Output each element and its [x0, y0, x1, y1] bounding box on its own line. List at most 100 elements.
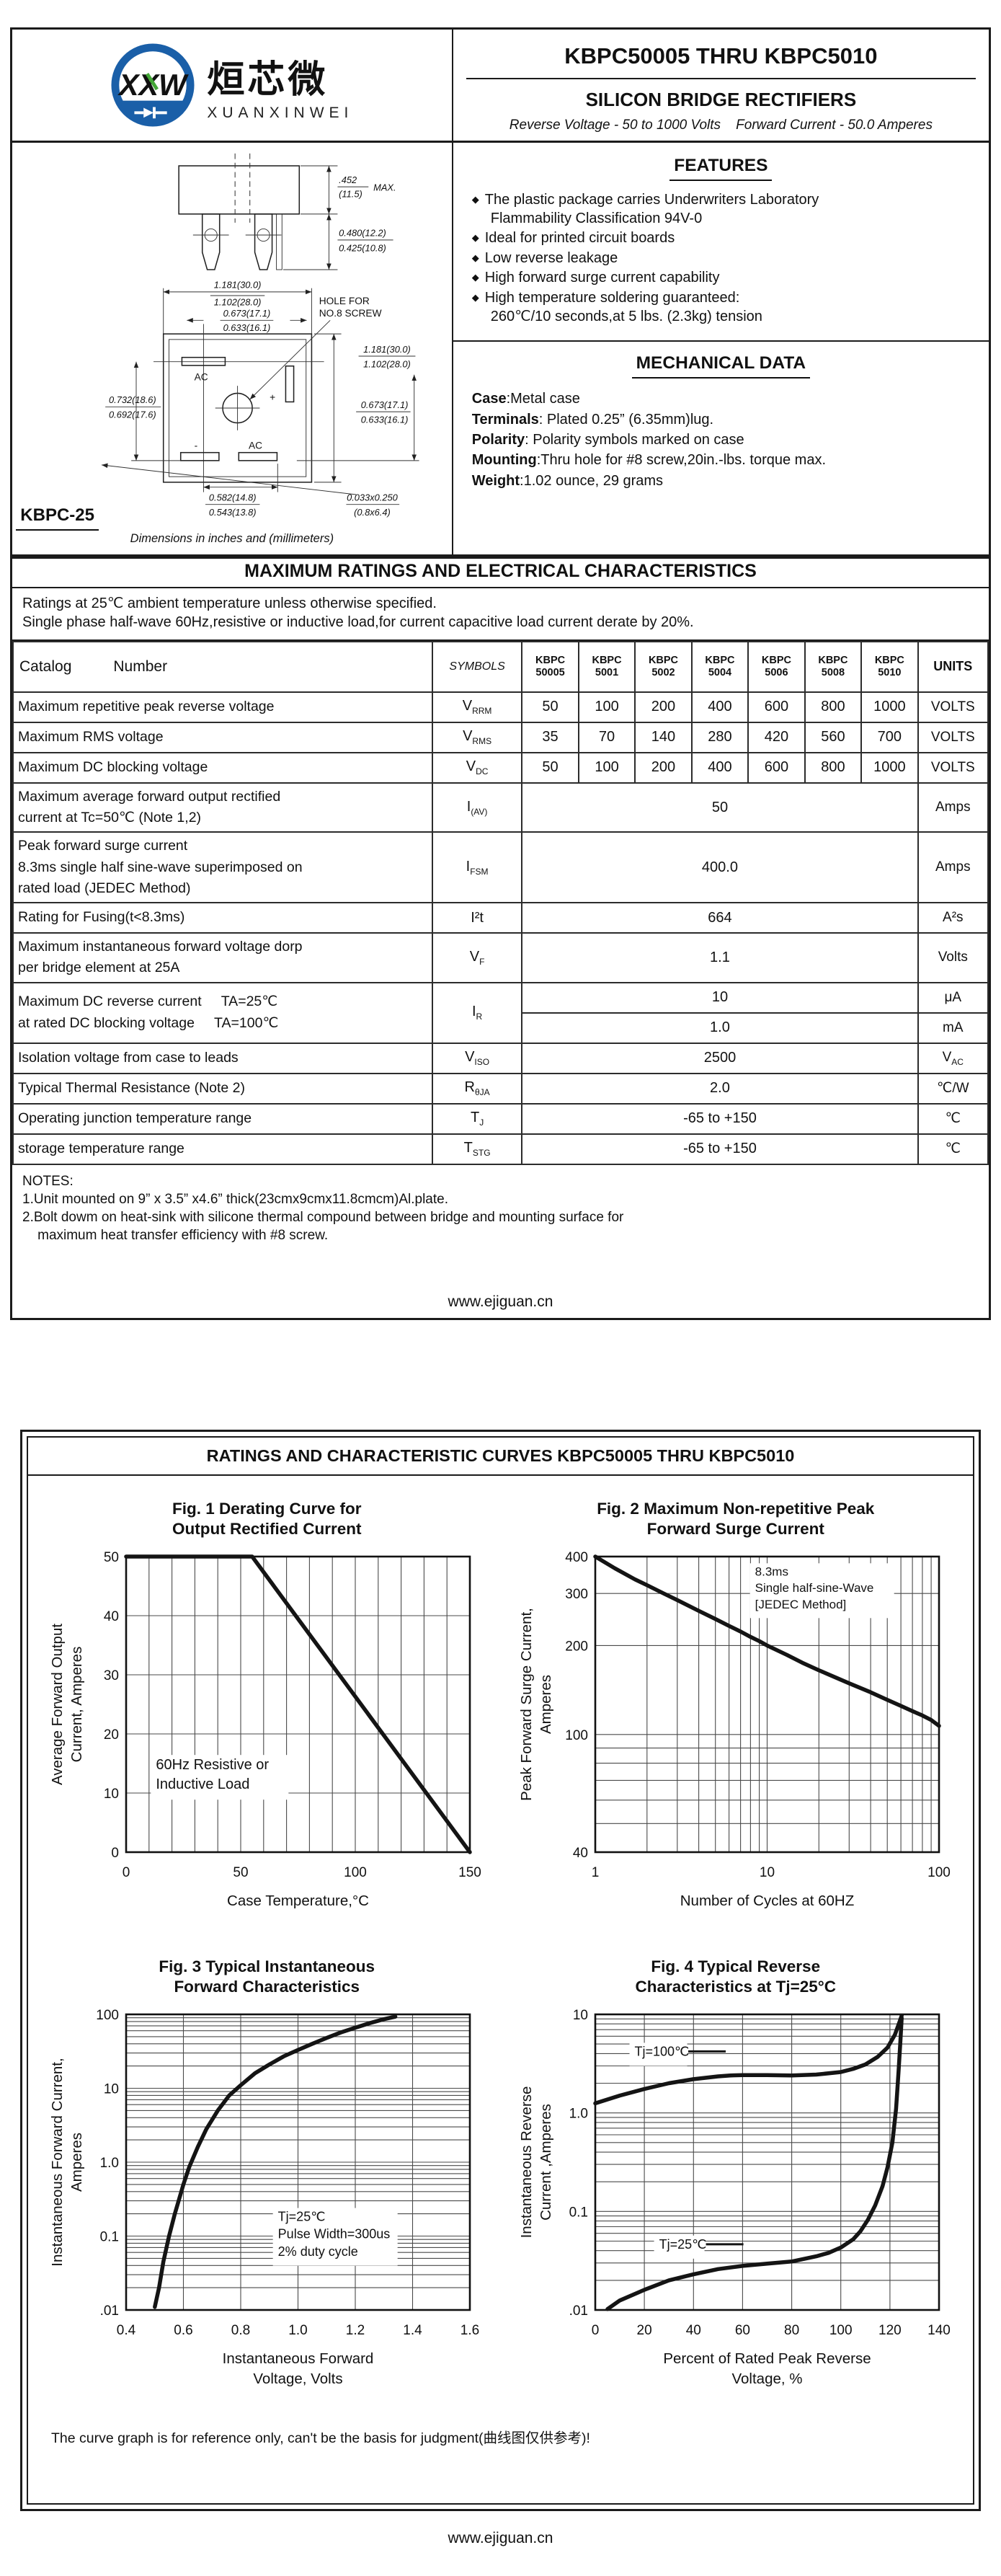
svg-text:8.3ms: 8.3ms	[755, 1564, 788, 1578]
mechanical-heading: MECHANICAL DATA	[631, 353, 811, 379]
mechanical-data-section: MECHANICAL DATA Case:Metal case Terminals…	[453, 342, 989, 500]
svg-text:300: 300	[565, 1587, 588, 1602]
mechanical-row: Case:Metal case	[471, 391, 580, 407]
svg-text:40: 40	[104, 1609, 119, 1624]
ratings-conditions: Ratings at 25℃ ambient temperature unles…	[12, 588, 989, 641]
upper-columns: KBPC-25	[12, 143, 989, 556]
terminal-minus-label: -	[195, 441, 198, 451]
dim-bot2-top: 0.033x0.250	[347, 492, 399, 503]
svg-text:50: 50	[233, 1865, 249, 1880]
package-outline-drawing: .452 (11.5) MAX. 0.480(12.2) 0.425(10.8)…	[102, 153, 420, 518]
fig2-title: Fig. 2 Maximum Non-repetitive Peak Forwa…	[597, 1499, 875, 1538]
part-column-header: KBPC 5001	[577, 640, 636, 693]
diamond-bullet-icon: ◆	[471, 252, 479, 263]
table-row: 1.0 mA	[13, 1012, 989, 1044]
svg-text:.01: .01	[569, 2303, 587, 2319]
svg-text:0: 0	[591, 2323, 599, 2338]
package-drawing-section: KBPC-25	[12, 143, 453, 554]
svg-text:Instantaneous Forward Current,: Instantaneous Forward Current, Amperes	[49, 2058, 85, 2266]
notes-section: NOTES: 1.Unit mounted on 9” x 3.5” x4.6” …	[12, 1165, 989, 1247]
svg-text:1.0: 1.0	[569, 2107, 587, 2122]
note-line: maximum heat transfer efficiency with #8…	[22, 1227, 329, 1243]
terminal-plus-label: +	[270, 392, 276, 403]
right-column: FEATURES ◆ The plastic package carries Un…	[453, 143, 989, 554]
company-logo-icon: XXW	[111, 43, 195, 127]
svg-text:Single half-sine-Wave: Single half-sine-Wave	[755, 1581, 873, 1595]
svg-text:Tj=25℃: Tj=25℃	[278, 2209, 326, 2223]
dim-height-max: MAX.	[374, 182, 396, 192]
feature-item: ◆ High forward surge current capability	[471, 270, 720, 286]
dim-left-top: 0.732(18.6)	[109, 394, 156, 405]
part-column-header: KBPC 5010	[860, 640, 919, 693]
dim-height-mm: (11.5)	[339, 189, 363, 200]
svg-text:Inductive Load: Inductive Load	[156, 1776, 250, 1792]
svg-text:0: 0	[123, 1865, 130, 1880]
page-title: KBPC50005 THRU KBPC5010	[466, 33, 976, 79]
svg-text:Pulse Width=300us: Pulse Width=300us	[278, 2227, 391, 2241]
table-row: Typical Thermal Resistance (Note 2) RθJA 2…	[12, 1072, 989, 1105]
svg-text:[JEDEC Method]: [JEDEC Method]	[755, 1598, 846, 1611]
diamond-bullet-icon: ◆	[471, 194, 479, 205]
brand-names: 烜芯微 XUANXINWEI	[207, 49, 353, 122]
fig1-derating-curve: Fig. 1 Derating Curve for Output Rectifi…	[32, 1496, 502, 1935]
svg-text:1.2: 1.2	[346, 2323, 365, 2338]
dim-pin-top: 0.673(17.1)	[223, 308, 271, 319]
svg-text:20: 20	[636, 2323, 651, 2338]
symbols-header: SYMBOLS	[431, 640, 523, 693]
svg-text:1.0: 1.0	[289, 2323, 308, 2338]
features-heading: FEATURES	[669, 156, 773, 181]
svg-text:0.4: 0.4	[117, 2323, 136, 2338]
note-line: NOTES:	[22, 1173, 74, 1189]
svg-text:400: 400	[565, 1550, 588, 1565]
svg-text:100: 100	[97, 2008, 120, 2023]
hole-note-line1: HOLE FOR	[319, 296, 370, 306]
svg-text:Voltage, Volts: Voltage, Volts	[254, 2371, 343, 2387]
fig1-title: Fig. 1 Derating Curve for Output Rectifi…	[172, 1499, 362, 1538]
dim-right1-bot: 1.102(28.0)	[364, 358, 411, 369]
svg-text:50: 50	[104, 1550, 119, 1565]
dim-left-bot: 0.692(17.6)	[109, 410, 156, 420]
svg-text:0.6: 0.6	[174, 2323, 193, 2338]
charts-grid: Fig. 1 Derating Curve for Output Rectifi…	[28, 1476, 973, 2393]
mechanical-row: Polarity: Polarity symbols marked on cas…	[471, 431, 744, 448]
diamond-bullet-icon: ◆	[471, 232, 479, 244]
svg-text:Tj=25℃: Tj=25℃	[659, 2237, 706, 2252]
svg-text:2% duty cycle: 2% duty cycle	[278, 2244, 358, 2259]
part-column-header: KBPC 5004	[690, 640, 749, 693]
table-row: Maximum DC reverse current TA=25℃ at rate…	[12, 981, 989, 1044]
table-row: Maximum RMS voltage VRMS 35 70 140 280 420 560 7…	[12, 721, 989, 753]
page2-inner-frame: RATINGS AND CHARACTERISTIC CURVES KBPC50…	[27, 1435, 974, 2505]
svg-text:Case Temperature,°C: Case Temperature,°C	[227, 1893, 369, 1909]
ratings-table: Catalog Number SYMBOLS KBPC 50005 KBPC 5001 KB…	[12, 640, 989, 1165]
condition-line-1: Ratings at 25℃ ambient temperature unles…	[22, 596, 437, 611]
note-line: 1.Unit mounted on 9” x 3.5” x4.6” thick(…	[22, 1191, 448, 1207]
svg-text:0: 0	[112, 1846, 120, 1861]
svg-text:1.6: 1.6	[461, 2323, 479, 2338]
svg-text:100: 100	[829, 2323, 853, 2338]
units-header: UNITS	[917, 640, 989, 693]
diamond-bullet-icon: ◆	[471, 272, 479, 283]
fig1-plot: 0 50 100 150 0 10 20 30 40 50 60Hz Resistive or Ind…	[49, 1550, 481, 1909]
features-section: FEATURES ◆ The plastic package carries Un…	[453, 143, 989, 342]
condition-line-2: Single phase half-wave 60Hz,resistive or…	[22, 614, 694, 631]
dim-right2-top: 0.673(17.1)	[361, 399, 409, 410]
dim-bot2-bot: (0.8x6.4)	[355, 507, 391, 518]
svg-text:200: 200	[565, 1639, 588, 1654]
fig2-surge-current: Fig. 2 Maximum Non-repetitive Peak Forwa…	[502, 1496, 971, 1935]
dim-pin-bot: 0.633(16.1)	[223, 322, 271, 333]
table-row: Rating for Fusing(t<8.3ms) I²t 664 A²s	[12, 902, 989, 934]
svg-text:120: 120	[878, 2323, 902, 2338]
svg-text:10: 10	[760, 1865, 775, 1880]
mechanical-row: Terminals: Plated 0.25” (6.35mm)lug.	[471, 411, 714, 428]
dim-right1-top: 1.181(30.0)	[364, 344, 411, 355]
fig4-reverse-characteristics: Fig. 4 Typical Reverse Characteristics a…	[502, 1954, 971, 2393]
svg-text:100: 100	[565, 1728, 588, 1743]
diamond-bullet-icon: ◆	[471, 291, 479, 303]
dim-height-in: .452	[339, 174, 357, 185]
page1-footer-url: www.ejiguan.cn	[448, 1293, 553, 1310]
datasheet-page-1: XXW 烜芯微 XUANXINWEI KBPC50005 THRU KBPC50…	[10, 27, 991, 1320]
fig3-title: Fig. 3 Typical Instantaneous Forward Cha…	[159, 1957, 375, 1996]
features-list: ◆ The plastic package carries Underwriter…	[472, 191, 970, 326]
svg-text:20: 20	[104, 1727, 119, 1743]
